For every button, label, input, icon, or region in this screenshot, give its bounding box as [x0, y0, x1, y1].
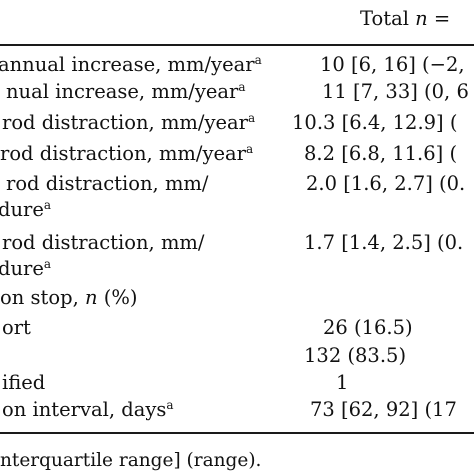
table-row: rod distraction, mm/ 2.0 [1.6, 2.7] (0.: [0, 171, 474, 197]
row-value: 10 [6, 16] (−2,: [320, 53, 465, 76]
row-label: rod distraction, mm/: [2, 231, 205, 254]
table-footnote: nterquartile range] (range).: [0, 450, 262, 471]
row-value: 1.7 [1.4, 2.5] (0.: [304, 231, 464, 254]
row-label: rod distraction, mm/yeara: [2, 111, 256, 134]
row-label: on interval, daysa: [2, 398, 174, 421]
row-label: durea: [0, 257, 52, 280]
table-row: ified 1: [0, 370, 474, 396]
row-label: nual increase, mm/yeara: [6, 80, 246, 103]
row-value: 26 (16.5): [323, 316, 413, 339]
table-row: ort 26 (16.5): [0, 315, 474, 341]
table-row: annual increase, mm/yeara 10 [6, 16] (−2…: [0, 52, 474, 78]
row-value: 132 (83.5): [304, 344, 407, 367]
header-rule: [0, 44, 474, 46]
table-row: rod distraction, mm/yeara 10.3 [6.4, 12.…: [0, 110, 474, 136]
table-row: 132 (83.5): [0, 343, 474, 369]
row-label: ified: [2, 371, 46, 394]
header-prefix: Total: [360, 7, 416, 30]
row-label: rod distraction, mm/: [6, 172, 209, 195]
table-row: durea: [0, 197, 474, 223]
column-header-total: Total n =: [360, 6, 450, 32]
row-label: annual increase, mm/yeara: [0, 53, 262, 76]
table-row: durea: [0, 256, 474, 282]
table-row: on interval, daysa 73 [62, 92] (17: [0, 397, 474, 423]
row-value: 1: [336, 371, 349, 394]
row-value: 11 [7, 33] (0, 6: [322, 80, 469, 103]
row-value: 2.0 [1.6, 2.7] (0.: [306, 172, 466, 195]
row-value: 8.2 [6.8, 11.6] (: [304, 142, 458, 165]
header-n: n: [415, 7, 428, 30]
header-suffix: =: [427, 7, 451, 30]
table-row: rod distraction, mm/yeara 8.2 [6.8, 11.6…: [0, 141, 474, 167]
table-row: nual increase, mm/yeara 11 [7, 33] (0, 6: [0, 79, 474, 105]
row-label: durea: [0, 198, 52, 221]
row-label: on stop, n (%): [0, 286, 138, 309]
bottom-rule: [0, 432, 474, 434]
row-label: ort: [2, 316, 31, 339]
table-row: rod distraction, mm/ 1.7 [1.4, 2.5] (0.: [0, 230, 474, 256]
row-value: 10.3 [6.4, 12.9] (: [292, 111, 458, 134]
table-row: on stop, n (%): [0, 285, 474, 311]
row-value: 73 [62, 92] (17: [310, 398, 457, 421]
row-label: rod distraction, mm/yeara: [0, 142, 254, 165]
